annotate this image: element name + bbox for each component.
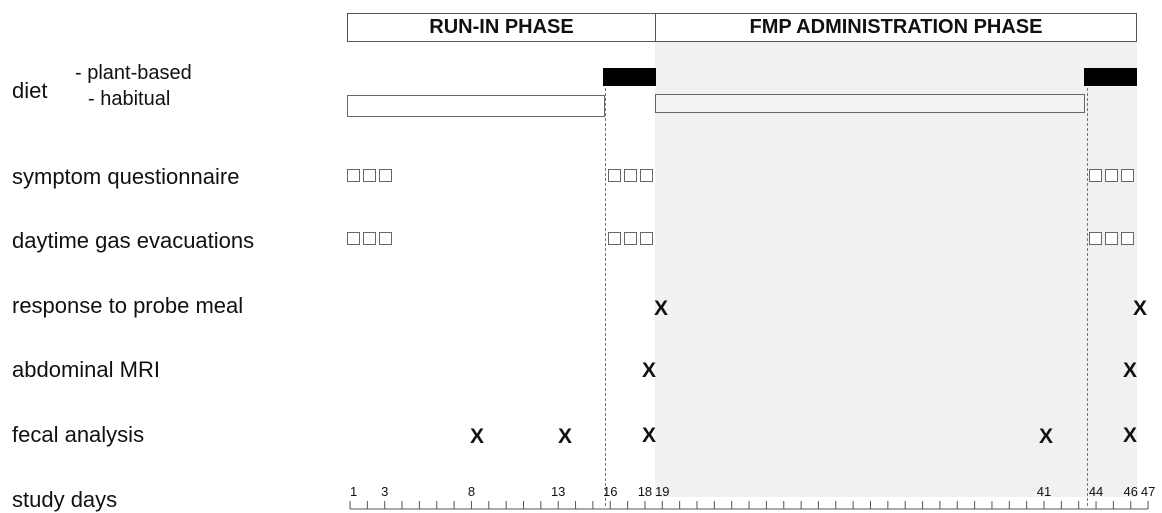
gas-square	[347, 232, 360, 245]
day-tick-label: 41	[1037, 484, 1051, 499]
gas-square	[608, 232, 621, 245]
day-tick-label: 46	[1124, 484, 1138, 499]
row-label-probe-meal: response to probe meal	[12, 293, 244, 318]
day-tick-label: 18	[638, 484, 652, 499]
fecal-mark: X	[642, 424, 657, 447]
gas-square	[379, 232, 392, 245]
probe-meal-mark: X	[654, 297, 669, 320]
row-label-study-days: study days	[12, 487, 118, 512]
gas-square	[640, 232, 653, 245]
day-tick-label: 19	[655, 484, 669, 499]
gas-square	[1105, 232, 1118, 245]
row-label-gas-evacuations: daytime gas evacuations	[12, 228, 255, 253]
symptom-square	[608, 169, 621, 182]
fecal-mark: X	[1039, 425, 1054, 448]
run-in-phase-label: RUN-IN PHASE	[429, 16, 574, 38]
symptom-square	[1105, 169, 1118, 182]
symptom-square	[640, 169, 653, 182]
plant-based-bar-fmp	[1084, 68, 1137, 86]
symptom-square	[1121, 169, 1134, 182]
gas-square	[363, 232, 376, 245]
day-tick-label: 8	[468, 484, 475, 499]
fmp-phase-shading	[655, 42, 1137, 497]
habitual-bar-run-in	[347, 95, 605, 117]
boundary-line-day16	[605, 68, 606, 506]
day-tick-label: 47	[1141, 484, 1155, 499]
fecal-mark: X	[558, 425, 573, 448]
probe-meal-mark: X	[1133, 297, 1148, 320]
symptom-square	[379, 169, 392, 182]
symptom-square	[347, 169, 360, 182]
day-tick-label: 13	[551, 484, 565, 499]
gas-square	[1121, 232, 1134, 245]
habitual-bar-fmp	[655, 94, 1085, 113]
row-label-abdominal-mri: abdominal MRI	[12, 357, 160, 382]
mri-mark: X	[642, 359, 657, 382]
boundary-line-day44	[1087, 68, 1088, 506]
fmp-phase-header: FMP ADMINISTRATION PHASE	[655, 13, 1137, 42]
row-label-fecal-analysis: fecal analysis	[12, 422, 145, 447]
day-tick-label: 16	[603, 484, 617, 499]
plant-based-bar-run-in	[603, 68, 656, 86]
mri-mark: X	[1123, 359, 1138, 382]
row-label-symptom-questionnaire: symptom questionnaire	[12, 164, 240, 189]
gas-square	[1089, 232, 1102, 245]
fecal-mark: X	[1123, 424, 1138, 447]
row-label-diet: diet	[12, 78, 48, 103]
day-tick-label: 44	[1089, 484, 1103, 499]
symptom-square	[363, 169, 376, 182]
symptom-square	[1089, 169, 1102, 182]
row-label-diet-plant-based: - plant-based	[75, 62, 192, 84]
fmp-phase-label: FMP ADMINISTRATION PHASE	[749, 16, 1043, 38]
day-tick-label: 3	[381, 484, 388, 499]
fecal-mark: X	[470, 425, 485, 448]
run-in-phase-header: RUN-IN PHASE	[347, 13, 656, 42]
gas-square	[624, 232, 637, 245]
symptom-square	[624, 169, 637, 182]
day-tick-label: 1	[350, 484, 357, 499]
row-label-diet-habitual: - habitual	[88, 88, 171, 110]
